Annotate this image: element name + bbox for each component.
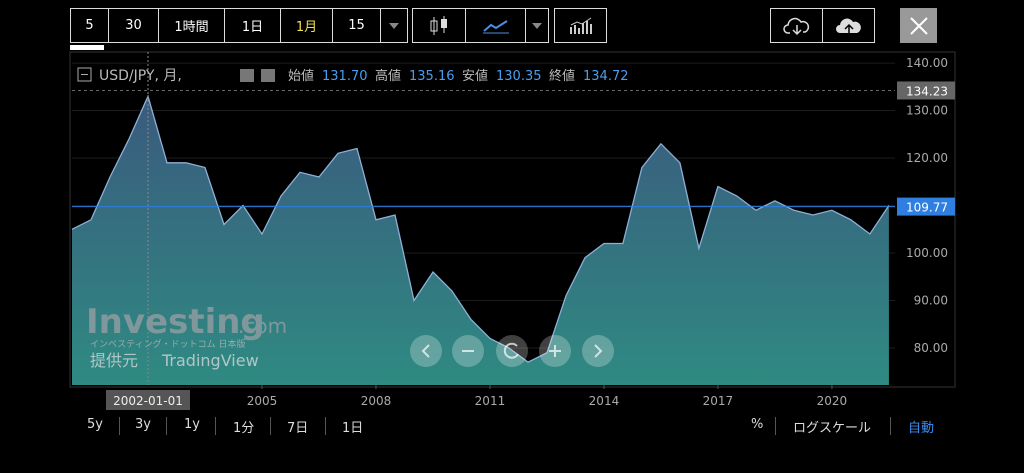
tab-indicator (70, 45, 104, 50)
percent-toggle[interactable]: % (751, 417, 764, 432)
auto-toggle[interactable]: 自動 (908, 421, 935, 436)
separator (215, 417, 216, 435)
close-icon (909, 16, 928, 35)
line-button[interactable] (465, 8, 526, 43)
separator (325, 417, 326, 435)
range-button[interactable]: 1分 (233, 421, 255, 436)
interval-button[interactable]: 30 (108, 8, 159, 43)
collapse-icon[interactable] (77, 67, 92, 82)
close-button[interactable] (900, 8, 937, 43)
candle-icon (430, 15, 447, 35)
caret (532, 22, 542, 29)
right-arrow (594, 344, 603, 358)
y-tick-label: 100.00 (906, 246, 948, 260)
ohlc-value: 130.35 (496, 69, 542, 84)
log-toggle[interactable]: ログスケール (793, 421, 872, 436)
ohlc-value: 135.16 (409, 69, 455, 84)
y-tick-label: 140.00 (906, 56, 948, 70)
separator (166, 417, 167, 435)
cloud-up-icon (835, 18, 861, 34)
left-arrow (421, 344, 430, 358)
range-button[interactable]: 1y (184, 417, 200, 432)
area (72, 96, 889, 386)
separator (119, 417, 120, 435)
symbol-label: USD/JPY, 月, (99, 68, 182, 84)
scroll-right-button[interactable] (582, 335, 614, 367)
ohlc-label: 安値 (462, 68, 488, 84)
separator (270, 417, 271, 435)
eye-icon[interactable] (240, 69, 254, 82)
indicator-icon (569, 17, 592, 34)
watermark-provider: 提供元 (90, 351, 138, 370)
y-tick-label: 130.00 (906, 104, 948, 118)
x-tick-label: 2011 (475, 394, 506, 408)
plus-sign (549, 345, 561, 357)
reset-arrow (503, 342, 519, 359)
range-button[interactable]: 7日 (287, 421, 309, 436)
y-tick-label: 90.00 (914, 293, 948, 307)
x-tick-label: 2005 (247, 394, 278, 408)
chart: 80.0090.00100.00110.00120.00130.00140.00… (69, 51, 956, 410)
ohlc-label: 始値 (288, 68, 314, 84)
candle-button[interactable] (412, 8, 466, 43)
y-tick-label: 120.00 (906, 151, 948, 165)
settings-icon[interactable] (261, 69, 275, 82)
x-tick-label: 2008 (361, 394, 392, 408)
upload-button[interactable] (822, 8, 875, 43)
dropdown[interactable] (525, 8, 549, 43)
watermark-brand: Investing (86, 302, 265, 342)
price-tag-label: 109.77 (906, 201, 948, 215)
separator (890, 417, 891, 435)
ohlc-value: 131.70 (322, 69, 368, 84)
watermark-source: TradingView (161, 351, 259, 370)
interval-button[interactable]: 15 (332, 8, 381, 43)
ohlc-value: 134.72 (583, 69, 629, 84)
interval-button[interactable]: 5 (70, 8, 109, 43)
scroll-left-button[interactable] (410, 335, 442, 367)
separator (775, 417, 776, 435)
x-tick-label: 2014 (589, 394, 620, 408)
x-tick-label: 2020 (817, 394, 848, 408)
cloud-down-icon (782, 17, 809, 35)
dropdown[interactable] (380, 8, 408, 43)
indicator-button[interactable] (554, 8, 607, 43)
x-tick-label: 2017 (703, 394, 734, 408)
caret (389, 22, 399, 29)
crosshair-label-bg (105, 390, 190, 410)
range-button[interactable]: 5y (87, 417, 103, 432)
price-tag (897, 81, 955, 100)
range-button[interactable]: 3y (135, 417, 151, 432)
reset-button[interactable] (496, 335, 528, 367)
watermark-domain: .com (238, 314, 287, 338)
price-tag-label: 134.23 (906, 84, 948, 98)
y-tick-label: 80.00 (914, 341, 948, 355)
interval-button[interactable]: 1時間 (158, 8, 225, 43)
range-button[interactable]: 1日 (342, 421, 364, 436)
price-tag (897, 197, 955, 216)
watermark-subtitle: インベスティング・ドットコム 日本版 (90, 338, 246, 350)
download-button[interactable] (770, 8, 823, 43)
ohlc-label: 終値 (549, 68, 575, 84)
ohlc-label: 高値 (375, 68, 401, 84)
line (71, 94, 890, 363)
line-icon (482, 19, 509, 33)
x-tick-label: 2002-01-01 (113, 394, 183, 408)
